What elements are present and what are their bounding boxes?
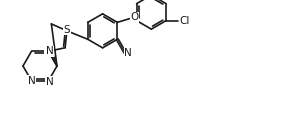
Text: O: O [130,12,138,22]
Text: N: N [124,48,132,58]
Text: S: S [64,25,70,35]
Text: N: N [46,46,54,56]
Text: N: N [46,77,54,87]
Text: Cl: Cl [180,16,190,26]
Text: N: N [45,46,52,56]
Text: N: N [28,76,35,86]
